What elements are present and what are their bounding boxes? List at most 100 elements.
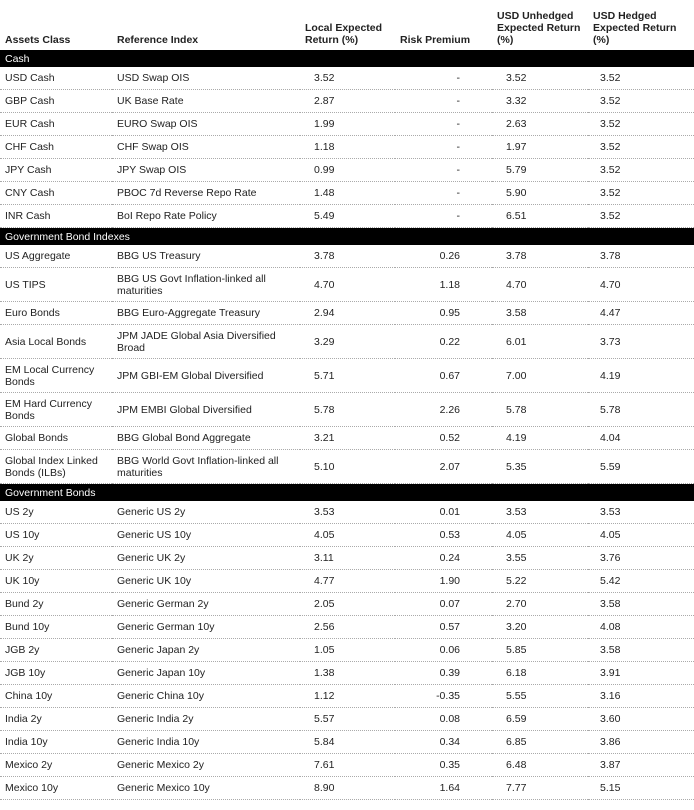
data-row: Mexico 2y Generic Mexico 2y 7.61 0.35 6.48 3.…: [0, 753, 694, 777]
data-row: Global Index Linked Bonds (ILBs) BBG Worl…: [0, 449, 694, 484]
cell: 5.57: [300, 707, 395, 731]
cell: India 10y: [0, 730, 112, 754]
cell: 3.52: [588, 89, 694, 113]
column-header: Local Expected Return (%): [305, 22, 383, 46]
cell: 1.64: [395, 776, 492, 800]
data-row: CHF Cash CHF Swap OIS 1.18-1.97 3.52: [0, 135, 694, 159]
cell: -: [395, 67, 492, 90]
cell: 5.78: [588, 392, 694, 427]
cell: 5.15: [588, 776, 694, 800]
cell: 3.78: [492, 245, 588, 268]
cell: Generic India 2y: [112, 707, 300, 731]
cell: CNY Cash: [0, 181, 112, 205]
data-row: CNY Cash PBOC 7d Reverse Repo Rate 1.48-5.…: [0, 181, 694, 205]
cell: 0.01: [395, 501, 492, 524]
cell: 3.53: [300, 501, 395, 524]
table-body: Cash USD Cash USD Swap OIS 3.52-3.52 3.52 GBP…: [0, 50, 694, 800]
cell: Bund 10y: [0, 615, 112, 639]
cell: -: [395, 181, 492, 205]
data-row: Euro Bonds BBG Euro-Aggregate Treasury 2.9…: [0, 301, 694, 325]
cell: US 2y: [0, 501, 112, 524]
cell: 1.97: [492, 135, 588, 159]
cell: 2.87: [300, 89, 395, 113]
cell: 3.53: [588, 501, 694, 524]
cell: INR Cash: [0, 204, 112, 228]
data-row: Asia Local Bonds JPM JADE Global Asia Div…: [0, 324, 694, 359]
cell: -: [395, 158, 492, 182]
cell: Bund 2y: [0, 592, 112, 616]
section-row: Government Bond Indexes: [0, 227, 694, 245]
cell: 5.71: [300, 358, 395, 393]
cell: BBG Euro-Aggregate Treasury: [112, 301, 300, 325]
cell: Generic US 2y: [112, 501, 300, 524]
cell: 0.06: [395, 638, 492, 662]
cell: 5.49: [300, 204, 395, 228]
cell: JGB 10y: [0, 661, 112, 685]
cell: PBOC 7d Reverse Repo Rate: [112, 181, 300, 205]
cell: Generic Mexico 10y: [112, 776, 300, 800]
cell: UK 10y: [0, 569, 112, 593]
cell: BBG US Govt Inflation-linked all maturit…: [112, 267, 300, 302]
section-title: Government Bond Indexes: [0, 227, 694, 245]
cell: 3.86: [588, 730, 694, 754]
cell: 6.59: [492, 707, 588, 731]
cell: 3.91: [588, 661, 694, 685]
cell: -: [395, 89, 492, 113]
cell: 3.52: [588, 204, 694, 228]
cell: 5.90: [492, 181, 588, 205]
data-row: JGB 10y Generic Japan 10y 1.38 0.39 6.18 3.91: [0, 661, 694, 685]
cell: 3.21: [300, 426, 395, 450]
cell: BBG Global Bond Aggregate: [112, 426, 300, 450]
table-header: Assets Class Reference Index Local Expecte…: [0, 0, 694, 50]
cell: Generic German 2y: [112, 592, 300, 616]
data-row: EUR Cash EURO Swap OIS 1.99-2.63 3.52: [0, 112, 694, 136]
cell: 0.67: [395, 358, 492, 393]
cell: China 10y: [0, 684, 112, 708]
cell: 5.78: [492, 392, 588, 427]
cell: Generic India 10y: [112, 730, 300, 754]
data-row: UK 10y Generic UK 10y 4.77 1.90 5.22 5.42: [0, 569, 694, 593]
cell: 5.42: [588, 569, 694, 593]
data-row: EM Hard Currency Bonds JPM EMBI Global Di…: [0, 392, 694, 427]
cell: Generic China 10y: [112, 684, 300, 708]
section-title: Government Bonds: [0, 483, 694, 501]
cell: 3.29: [300, 324, 395, 359]
cell: 3.11: [300, 546, 395, 570]
cell: UK 2y: [0, 546, 112, 570]
section-title: Cash: [0, 50, 694, 67]
data-row: China 10y Generic China 10y 1.12 -0.35 5.55 3…: [0, 684, 694, 708]
cell: 4.05: [588, 523, 694, 547]
cell: Generic Mexico 2y: [112, 753, 300, 777]
cell: 0.22: [395, 324, 492, 359]
cell: EM Hard Currency Bonds: [0, 392, 112, 427]
cell: 2.70: [492, 592, 588, 616]
cell: 1.38: [300, 661, 395, 685]
cell: 3.58: [492, 301, 588, 325]
cell: 5.85: [492, 638, 588, 662]
data-row: USD Cash USD Swap OIS 3.52-3.52 3.52: [0, 67, 694, 90]
cell: 3.78: [588, 245, 694, 268]
cell: CHF Swap OIS: [112, 135, 300, 159]
data-row: Bund 10y Generic German 10y 2.56 0.57 3.20 4.…: [0, 615, 694, 639]
cell: 0.39: [395, 661, 492, 685]
data-row: US Aggregate BBG US Treasury 3.78 0.26 3.78 3…: [0, 245, 694, 268]
cell: JPM GBI-EM Global Diversified: [112, 358, 300, 393]
cell: 3.73: [588, 324, 694, 359]
cell: Generic US 10y: [112, 523, 300, 547]
data-row: INR Cash BoI Repo Rate Policy 5.49-6.51 3.5…: [0, 204, 694, 228]
cell: 4.70: [588, 267, 694, 302]
cell: Generic German 10y: [112, 615, 300, 639]
cell: Asia Local Bonds: [0, 324, 112, 359]
data-row: Mexico 10y Generic Mexico 10y 8.90 1.64 7.77…: [0, 776, 694, 800]
cell: JPM EMBI Global Diversified: [112, 392, 300, 427]
cell: 4.19: [588, 358, 694, 393]
cell: 2.26: [395, 392, 492, 427]
cell: 3.52: [588, 67, 694, 90]
cell: 3.52: [588, 158, 694, 182]
cell: Mexico 2y: [0, 753, 112, 777]
cell: 0.24: [395, 546, 492, 570]
data-row: US TIPS BBG US Govt Inflation-linked all …: [0, 267, 694, 302]
cell: USD Swap OIS: [112, 67, 300, 90]
cell: 3.55: [492, 546, 588, 570]
cell: 6.51: [492, 204, 588, 228]
